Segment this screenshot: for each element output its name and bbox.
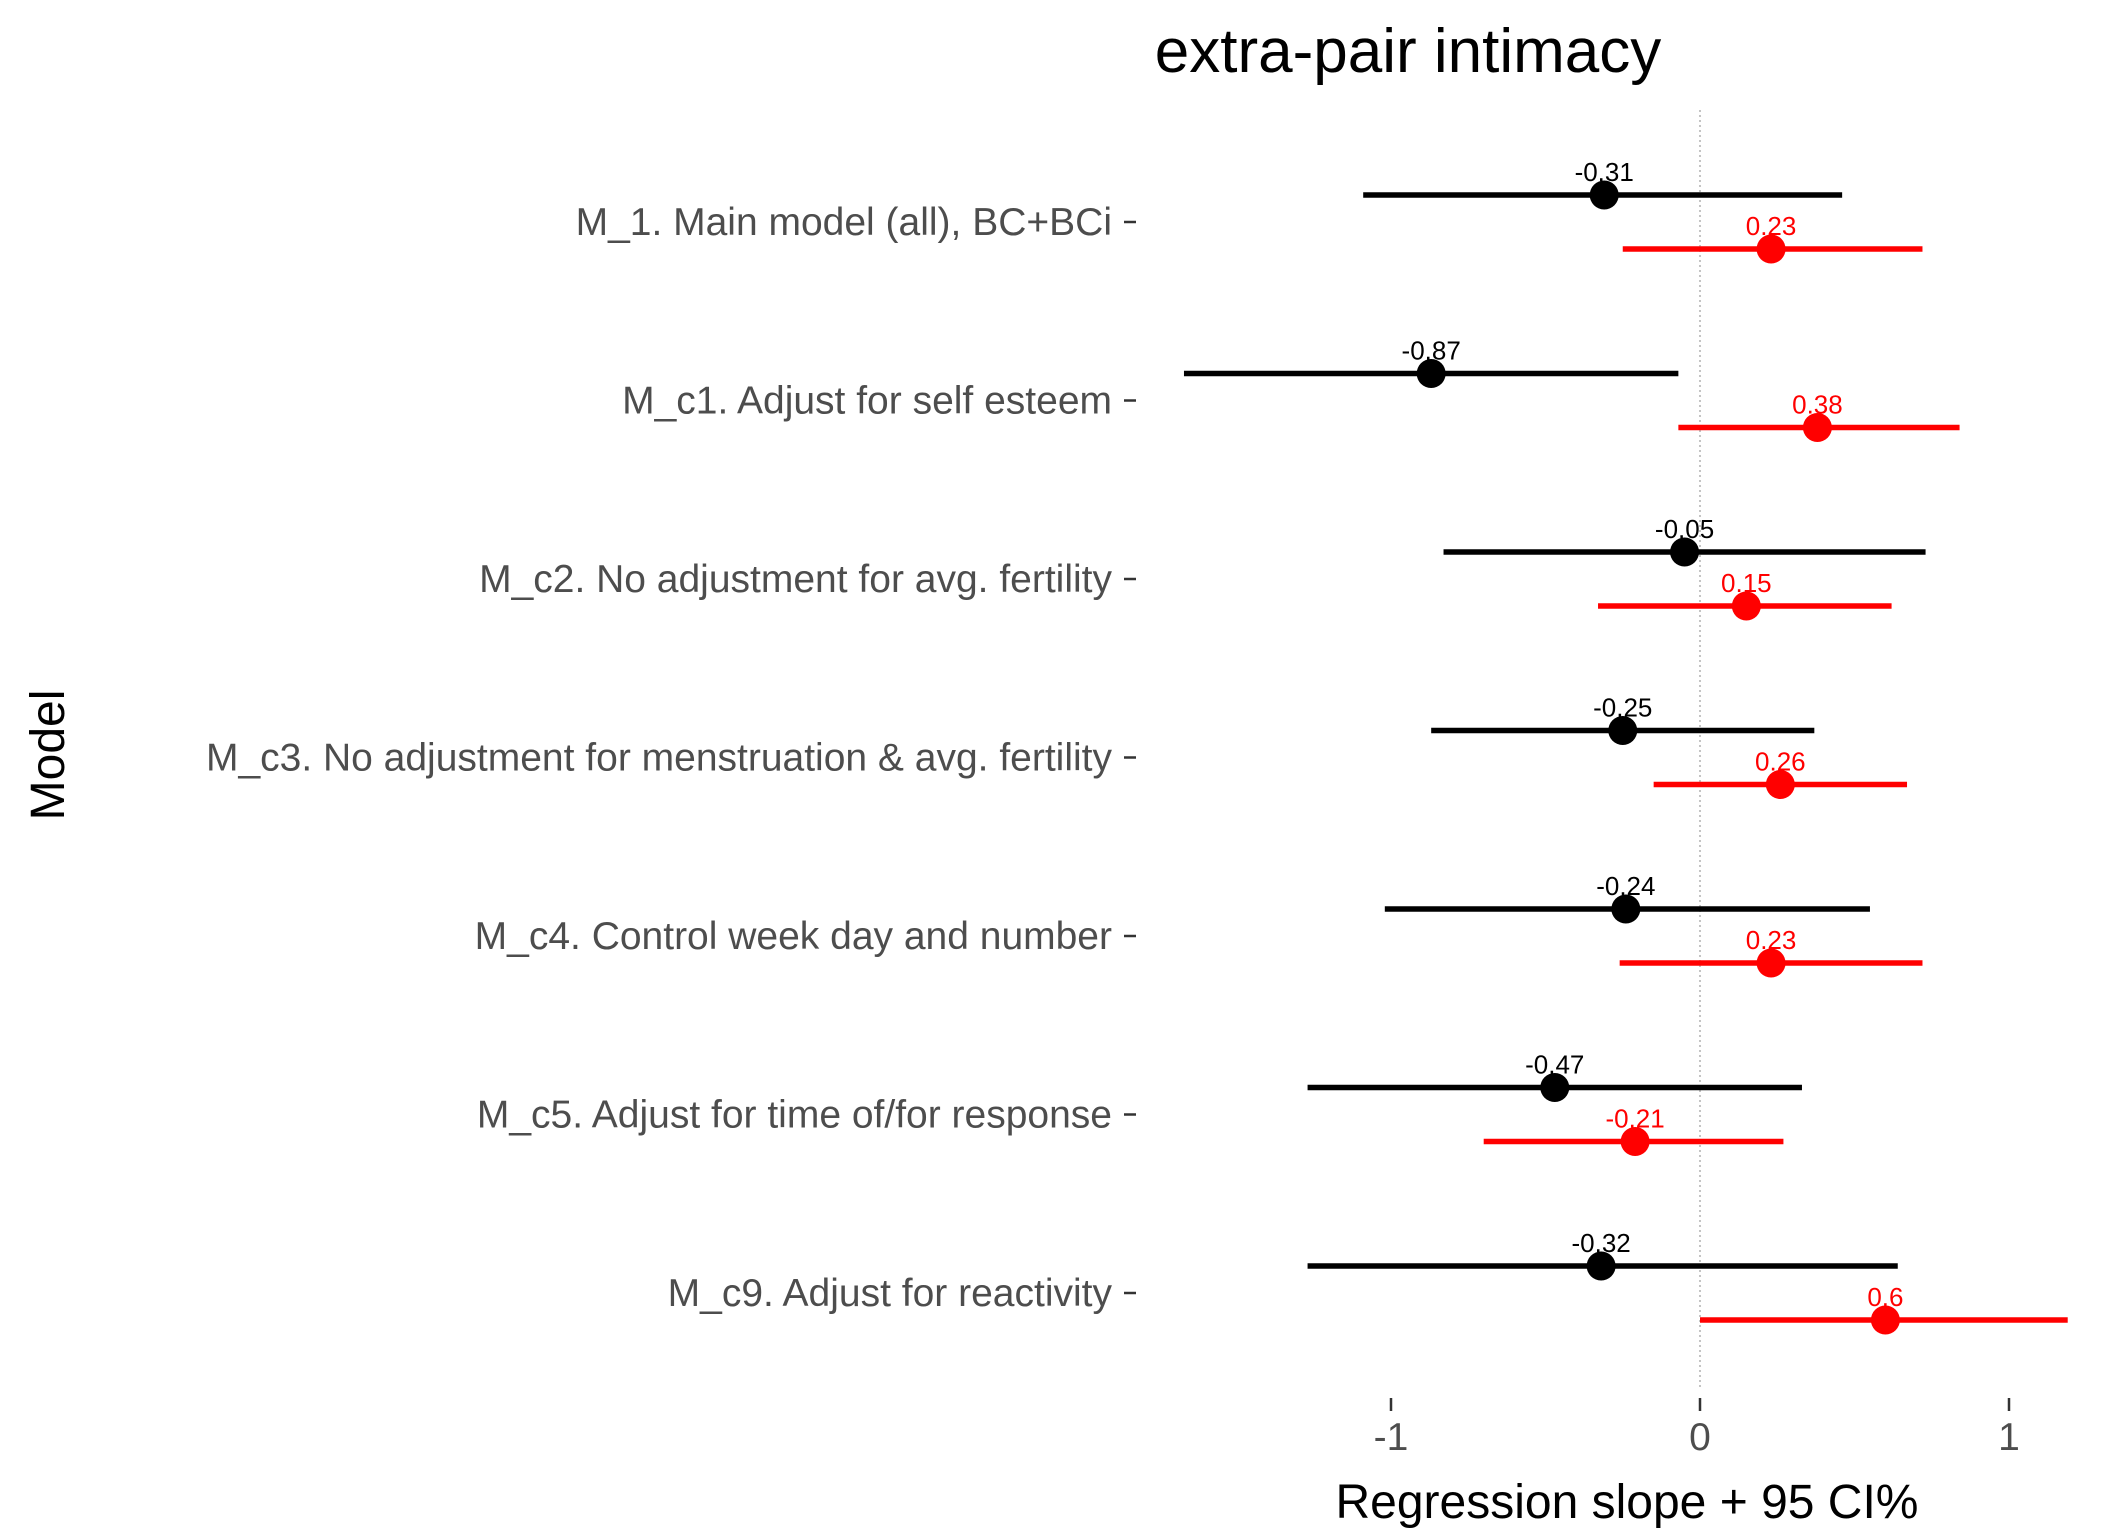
estimate-point <box>1802 413 1832 442</box>
data-label: -0.21 <box>1605 1104 1664 1134</box>
x-tick-label: 0 <box>1689 1416 1711 1459</box>
estimate-point <box>1416 359 1446 388</box>
y-tick-label: M_1. Main model (all), BC+BCi <box>576 201 1112 244</box>
estimate-point <box>1589 180 1619 210</box>
y-axis-title: Model <box>22 690 75 821</box>
estimate-point <box>1756 948 1786 978</box>
y-tick-label: M_c1. Adjust for self esteem <box>622 380 1112 423</box>
data-label: 0.6 <box>1867 1282 1903 1312</box>
data-label: 0.38 <box>1792 390 1843 420</box>
y-tick-label: M_c9. Adjust for reactivity <box>668 1272 1113 1315</box>
estimate-point <box>1540 1073 1570 1102</box>
data-label: -0.32 <box>1571 1228 1630 1258</box>
estimate-point <box>1611 894 1641 924</box>
y-tick-label: M_c2. No adjustment for avg. fertility <box>479 558 1112 601</box>
estimate-point <box>1670 537 1700 567</box>
data-label: -0.25 <box>1593 693 1652 723</box>
data-label: -0.47 <box>1525 1050 1584 1080</box>
estimate-point <box>1765 770 1795 799</box>
chart-title: extra-pair intimacy <box>1155 17 1661 86</box>
data-label: 0.23 <box>1746 925 1797 955</box>
y-tick-label: M_c5. Adjust for time of/for response <box>477 1094 1112 1137</box>
estimate-point <box>1608 716 1638 745</box>
estimate-point <box>1870 1305 1900 1335</box>
x-tick-label: -1 <box>1374 1416 1409 1459</box>
data-label: 0.23 <box>1746 211 1797 241</box>
data-label: 0.15 <box>1721 568 1772 598</box>
data-label: -0.31 <box>1575 157 1634 187</box>
x-axis-title: Regression slope + 95 CI% <box>1336 1476 1919 1529</box>
data-label: -0.24 <box>1596 871 1655 901</box>
estimate-point <box>1731 591 1761 621</box>
x-tick-label: 1 <box>1998 1416 2020 1459</box>
data-label: -0.87 <box>1402 336 1461 366</box>
data-label: 0.26 <box>1755 747 1806 777</box>
y-tick-label: M_c3. No adjustment for menstruation & a… <box>206 737 1113 780</box>
data-label: -0.05 <box>1655 514 1714 544</box>
estimate-point <box>1586 1251 1616 1281</box>
y-tick-label: M_c4. Control week day and number <box>475 915 1112 958</box>
estimate-point <box>1756 234 1786 264</box>
estimate-point <box>1620 1127 1650 1156</box>
